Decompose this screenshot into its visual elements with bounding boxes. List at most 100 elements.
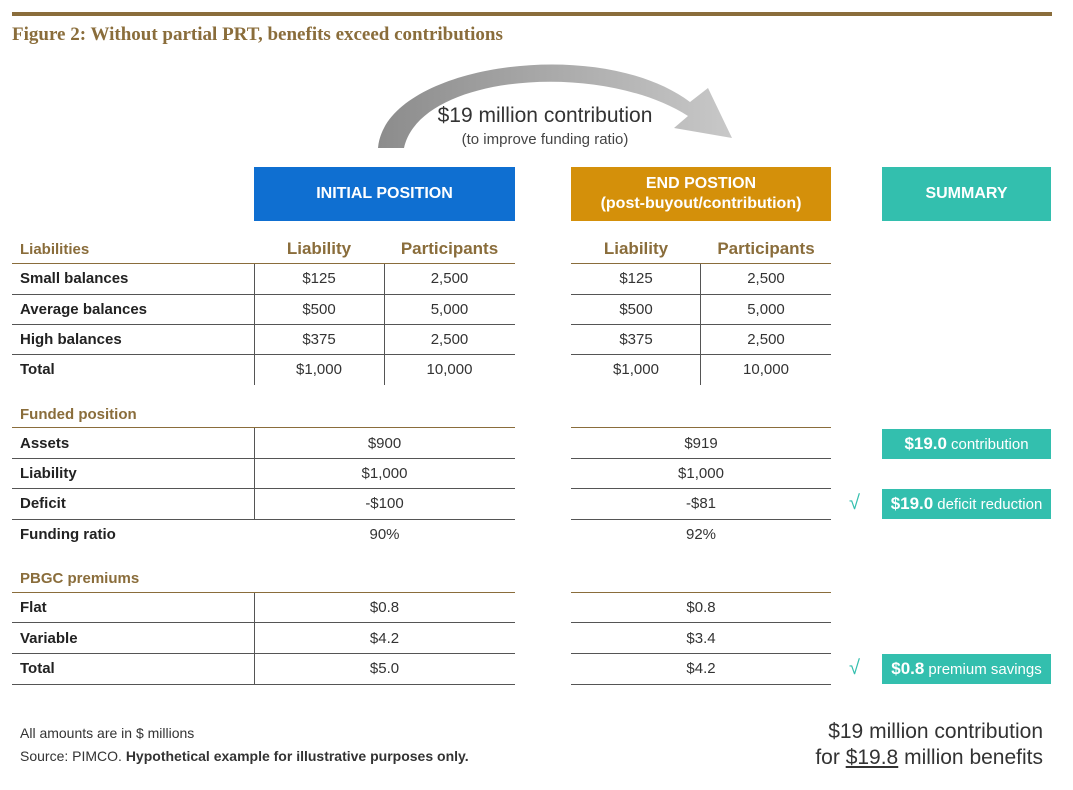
row-rule — [571, 354, 831, 355]
funded-cell: $1,000 — [361, 465, 408, 482]
liab-row-label: Small balances — [20, 270, 129, 287]
source-line: Source: PIMCO. Hypothetical example for … — [20, 748, 469, 764]
liab-cell: 2,500 — [430, 270, 469, 287]
summary-contribution-value: $19.0 — [904, 434, 947, 453]
source-prefix: Source: PIMCO. — [20, 748, 122, 764]
row-rule — [571, 324, 831, 325]
funded-cell: $919 — [684, 435, 718, 452]
liab-cell: 5,000 — [430, 301, 469, 318]
liab-row-label: Average balances — [20, 301, 148, 318]
row-rule — [12, 354, 515, 355]
arrow-subtitle: (to improve funding ratio) — [461, 131, 629, 148]
summary-header: SUMMARY — [882, 167, 1051, 221]
pbgc-cell: $3.4 — [686, 630, 716, 647]
conclusion-suffix: million benefits — [904, 746, 1043, 769]
conclusion-prefix: for — [815, 746, 840, 769]
pbgc-section-label: PBGC premiums — [20, 570, 140, 587]
conclusion-benefit-value: $19.8 — [845, 746, 899, 769]
liabilities-rule-left — [12, 263, 515, 264]
pbgc-row-label: Total — [20, 660, 55, 677]
liab-cell: $500 — [619, 301, 653, 318]
row-rule — [12, 324, 515, 325]
end-col-participants: Participants — [717, 239, 815, 258]
row-rule — [571, 458, 831, 459]
conclusion-line2: for $19.8 million benefits — [815, 746, 1043, 770]
arrow-title: $19 million contribution — [437, 104, 653, 127]
funded-cell: -$100 — [365, 495, 404, 512]
row-rule — [12, 653, 515, 654]
initial-position-header: INITIAL POSITION — [254, 167, 515, 221]
conclusion-line1: $19 million contribution — [828, 720, 1043, 743]
liab-cell: $1,000 — [613, 361, 659, 378]
col-divider — [254, 264, 255, 385]
row-rule — [12, 488, 515, 489]
summary-premium-value: $0.8 — [891, 659, 925, 678]
pbgc-cell: $5.0 — [369, 660, 400, 677]
liab-row-label: Total — [20, 361, 55, 378]
init-col-liability: Liability — [286, 239, 352, 258]
funded-row-label: Deficit — [20, 495, 66, 512]
end-position-label: END POSTION — [645, 175, 757, 192]
end-position-header: END POSTION (post-buyout/contribution) — [571, 167, 831, 221]
col-divider — [254, 428, 255, 519]
row-rule — [12, 684, 515, 685]
figure-title: Figure 2: Without partial PRT, benefits … — [12, 24, 503, 45]
row-rule — [571, 519, 831, 520]
funded-section-label: Funded position — [20, 406, 137, 423]
funded-cell: $900 — [367, 435, 402, 452]
pbgc-cell: $0.8 — [686, 599, 716, 616]
summary-label: SUMMARY — [925, 185, 1008, 202]
row-rule — [571, 684, 831, 685]
col-divider — [384, 264, 385, 385]
liab-cell: $500 — [302, 301, 336, 318]
funded-row-label: Funding ratio — [20, 526, 116, 543]
summary-premium-box: $0.8 premium savings — [882, 654, 1051, 684]
check-icon: √ — [849, 492, 860, 514]
liab-cell: 2,500 — [747, 331, 785, 348]
pbgc-cell: $0.8 — [369, 599, 400, 616]
row-rule — [571, 294, 831, 295]
row-rule — [12, 458, 515, 459]
liab-cell: 5,000 — [747, 301, 785, 318]
source-disclaimer: Hypothetical example for illustrative pu… — [125, 748, 469, 764]
pbgc-rule-left — [12, 592, 515, 593]
row-rule — [571, 488, 831, 489]
liab-cell: 2,500 — [747, 270, 785, 287]
funded-cell: $1,000 — [678, 465, 724, 482]
pbgc-row-label: Flat — [20, 599, 47, 616]
liab-cell: $125 — [619, 270, 653, 287]
summary-deficit-box: $19.0 deficit reduction — [882, 489, 1051, 519]
pbgc-cell: $4.2 — [686, 660, 716, 677]
end-col-liability: Liability — [603, 239, 669, 258]
end-position-sublabel: (post-buyout/contribution) — [600, 195, 802, 212]
liab-cell: 10,000 — [426, 361, 473, 378]
liabilities-section-label: Liabilities — [20, 241, 90, 258]
col-divider — [254, 593, 255, 684]
footnote: All amounts are in $ millions — [20, 725, 195, 741]
funded-row-label: Liability — [20, 465, 77, 482]
summary-contribution-box: $19.0 contribution — [882, 429, 1051, 459]
summary-contribution-text: contribution — [950, 435, 1029, 453]
liab-cell: 10,000 — [743, 361, 789, 378]
row-rule — [12, 519, 515, 520]
liab-cell: $1,000 — [296, 361, 342, 378]
curved-arrow-icon — [378, 64, 732, 148]
init-col-participants: Participants — [400, 239, 499, 258]
check-icon: √ — [849, 657, 860, 679]
summary-deficit-text: deficit reduction — [937, 495, 1043, 513]
funded-cell: -$81 — [685, 495, 717, 512]
summary-premium-text: premium savings — [928, 660, 1042, 678]
summary-deficit-value: $19.0 — [890, 494, 934, 513]
row-rule — [571, 622, 831, 623]
liab-row-label: High balances — [20, 331, 122, 348]
row-rule — [12, 294, 515, 295]
liab-cell: $375 — [302, 331, 336, 348]
funded-cell: 90% — [369, 526, 400, 543]
liabilities-rule-right — [571, 263, 831, 264]
row-rule — [571, 653, 831, 654]
liab-cell: 2,500 — [430, 331, 469, 348]
initial-position-label: INITIAL POSITION — [316, 185, 453, 202]
funded-row-label: Assets — [20, 435, 70, 452]
liab-cell: $375 — [619, 331, 653, 348]
row-rule — [12, 622, 515, 623]
